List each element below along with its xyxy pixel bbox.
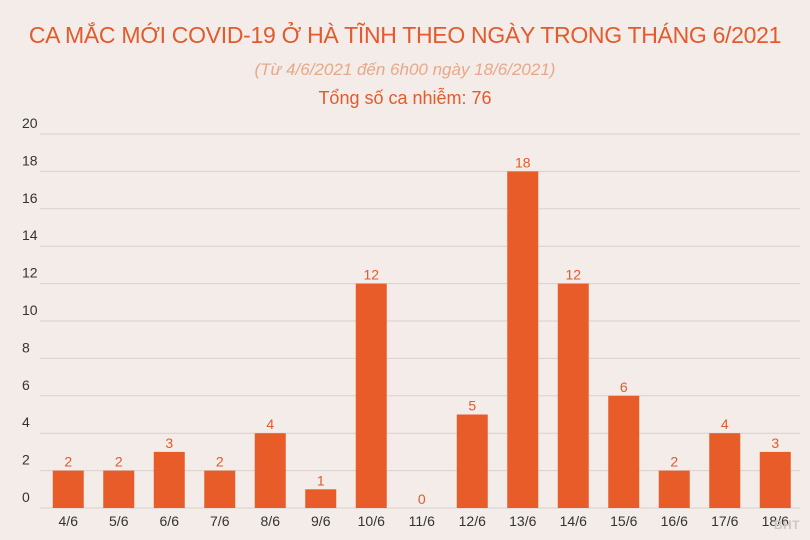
grid-lines bbox=[40, 133, 800, 509]
x-tick-label: 7/6 bbox=[210, 513, 230, 529]
x-axis-ticks: 4/6 5/6 6/6 7/6 8/6 9/6 10/6 11/6 12/6 13/6 14/6 15… bbox=[59, 513, 790, 529]
x-tick-label: 15/6 bbox=[610, 513, 637, 529]
data-label: 3 bbox=[165, 435, 173, 451]
y-tick-label: 6 bbox=[22, 377, 30, 393]
data-label: 12 bbox=[363, 267, 379, 283]
y-tick-label: 14 bbox=[22, 227, 38, 243]
x-tick-label: 11/6 bbox=[409, 513, 435, 529]
x-tick-label: 5/6 bbox=[109, 513, 129, 529]
data-label: 12 bbox=[565, 267, 581, 283]
y-tick-label: 12 bbox=[22, 265, 38, 281]
data-label: 3 bbox=[771, 435, 779, 451]
total-cases: Tổng số ca nhiễm: 76 bbox=[318, 88, 492, 108]
bar bbox=[658, 470, 690, 508]
data-label: 1 bbox=[317, 472, 325, 488]
x-tick-label: 8/6 bbox=[261, 513, 281, 529]
data-label: 6 bbox=[620, 379, 628, 395]
y-axis-ticks: 0 2 4 6 8 10 12 14 16 18 20 bbox=[22, 115, 38, 505]
y-tick-label: 16 bbox=[22, 190, 38, 206]
chart-title: CA MẮC MỚI COVID-19 Ở HÀ TĨNH THEO NGÀY … bbox=[28, 22, 782, 48]
bar bbox=[608, 395, 640, 508]
bar bbox=[254, 433, 286, 508]
watermark-logo: BHT bbox=[773, 518, 800, 532]
y-tick-label: 8 bbox=[22, 339, 30, 355]
bars bbox=[52, 171, 791, 508]
x-tick-label: 17/6 bbox=[711, 513, 738, 529]
data-label: 5 bbox=[468, 398, 476, 414]
data-label: 2 bbox=[64, 454, 72, 470]
data-label: 2 bbox=[115, 454, 123, 470]
bar bbox=[204, 470, 236, 508]
x-tick-label: 14/6 bbox=[560, 513, 587, 529]
data-label: 2 bbox=[670, 454, 678, 470]
bar bbox=[759, 451, 791, 508]
bar bbox=[557, 283, 589, 508]
bar bbox=[709, 433, 741, 508]
data-label: 0 bbox=[418, 491, 426, 507]
x-tick-label: 12/6 bbox=[459, 513, 486, 529]
y-tick-label: 10 bbox=[22, 302, 38, 318]
bar bbox=[507, 171, 539, 508]
y-tick-label: 20 bbox=[22, 115, 38, 131]
bar bbox=[103, 470, 135, 508]
bar bbox=[355, 283, 387, 508]
x-tick-label: 18/6 bbox=[762, 513, 789, 529]
bar bbox=[153, 451, 185, 508]
x-tick-label: 4/6 bbox=[59, 513, 79, 529]
x-tick-label: 6/6 bbox=[160, 513, 180, 529]
x-tick-label: 10/6 bbox=[358, 513, 385, 529]
data-label: 18 bbox=[515, 154, 531, 170]
y-tick-label: 4 bbox=[22, 414, 30, 430]
data-labels: 2 2 3 2 4 1 12 0 5 18 12 6 2 4 3 bbox=[64, 154, 779, 507]
y-tick-label: 0 bbox=[22, 489, 30, 505]
bar bbox=[52, 470, 84, 508]
y-tick-label: 18 bbox=[22, 152, 38, 168]
bar bbox=[305, 489, 337, 508]
data-label: 2 bbox=[216, 454, 224, 470]
x-tick-label: 9/6 bbox=[311, 513, 331, 529]
chart-subtitle: (Từ 4/6/2021 đến 6h00 ngày 18/6/2021) bbox=[254, 60, 556, 79]
x-tick-label: 13/6 bbox=[509, 513, 536, 529]
y-tick-label: 2 bbox=[22, 452, 30, 468]
bar bbox=[456, 414, 488, 508]
data-label: 4 bbox=[721, 416, 729, 432]
data-label: 4 bbox=[266, 416, 274, 432]
x-tick-label: 16/6 bbox=[661, 513, 688, 529]
